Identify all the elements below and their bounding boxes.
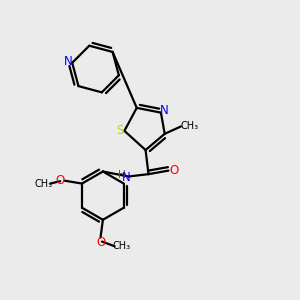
Text: N: N <box>160 104 169 117</box>
Text: O: O <box>97 236 106 249</box>
Text: O: O <box>169 164 178 177</box>
Text: O: O <box>55 173 64 187</box>
Text: N: N <box>64 56 73 68</box>
Text: CH₃: CH₃ <box>34 178 53 189</box>
Text: CH₃: CH₃ <box>113 241 131 251</box>
Text: N: N <box>122 171 130 184</box>
Text: H: H <box>118 170 126 180</box>
Text: S: S <box>116 124 123 137</box>
Text: CH₃: CH₃ <box>180 121 198 131</box>
